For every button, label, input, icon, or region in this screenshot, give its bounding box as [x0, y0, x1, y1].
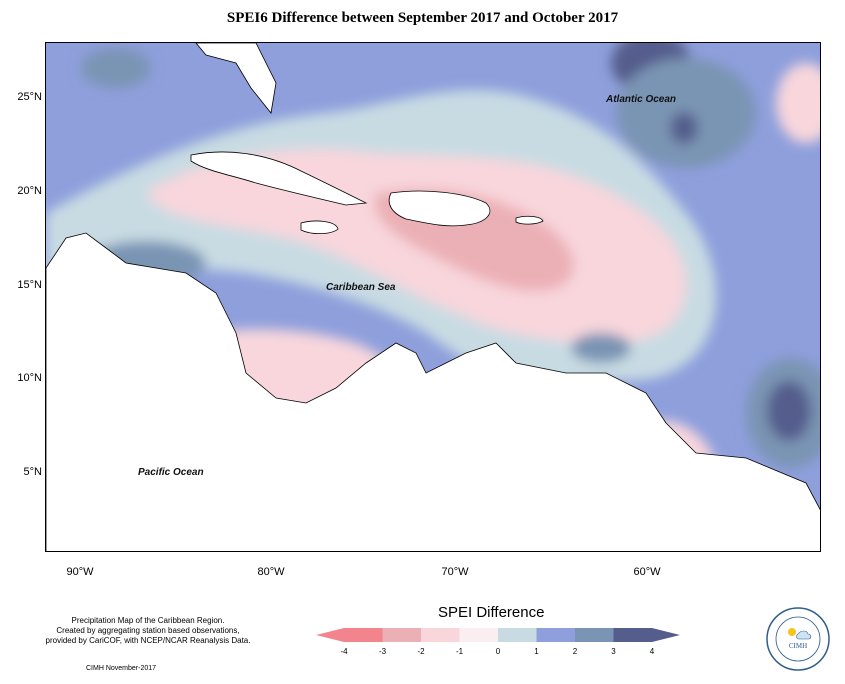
lat-tick-5n: 5°N — [23, 466, 42, 478]
sun-icon — [788, 628, 796, 636]
legend-swatch — [459, 628, 498, 642]
lon-tick-70w: 70°W — [441, 566, 469, 578]
legend-tick-label: -3 — [379, 647, 387, 656]
land-central-america — [46, 232, 820, 551]
credit: CIMH November-2017 — [86, 665, 157, 672]
cimh-logo: CIMH — [766, 607, 830, 671]
map-title: SPEI6 Difference between September 2017 … — [226, 10, 619, 26]
logo-text: CIMH — [789, 642, 807, 650]
legend-tick-label: 2 — [573, 647, 578, 656]
map-frame — [45, 42, 821, 552]
land-hispaniola — [388, 190, 491, 227]
caribbean-sea-label: Caribbean Sea — [326, 282, 396, 293]
atlantic-ocean-label: Atlantic Ocean — [606, 94, 677, 105]
land-jamaica — [300, 220, 339, 235]
pacific-ocean-label: Pacific Ocean — [138, 467, 204, 478]
legend-swatch — [536, 628, 575, 642]
legend-title: SPEI Difference — [438, 604, 545, 621]
legend-swatch — [344, 628, 383, 642]
lat-tick-10n: 10°N — [17, 372, 42, 384]
legend-swatch — [613, 628, 652, 642]
lat-tick-20n: 20°N — [17, 185, 42, 197]
cloud-icon — [796, 630, 812, 640]
legend-tick-label: -4 — [340, 647, 348, 656]
contour-mid-gulf — [81, 48, 151, 88]
legend-arrow-right — [652, 628, 680, 642]
footnote: Precipitation Map of the Caribbean Regio… — [28, 616, 268, 646]
legend-arrow-left — [316, 628, 344, 642]
legend-tick-label: 4 — [650, 647, 655, 656]
contour-pink-ne — [776, 63, 820, 143]
footnote-line-3: provided by CariCOF, with NCEP/NCAR Rean… — [45, 636, 251, 645]
legend-tick-label: 1 — [534, 647, 539, 656]
legend-tick-label: -2 — [417, 647, 425, 656]
legend-colorbar: -4 -3 -2 -1 0 1 2 3 4 — [316, 628, 680, 656]
legend-swatch — [421, 628, 460, 642]
contour-mid-windward — [571, 333, 631, 363]
legend-tick-label: -1 — [456, 647, 464, 656]
land — [46, 43, 820, 551]
land-florida — [195, 43, 277, 114]
legend-swatch — [382, 628, 421, 642]
legend-swatch — [575, 628, 614, 642]
land-cuba — [190, 151, 368, 206]
lat-tick-25n: 25°N — [17, 91, 42, 103]
contour-dark-south — [767, 381, 811, 441]
legend-tick-label: 3 — [611, 647, 616, 656]
lon-tick-80w: 80°W — [257, 566, 285, 578]
lon-tick-60w: 60°W — [633, 566, 661, 578]
legend-tick-label: 0 — [496, 647, 501, 656]
lon-tick-90w: 90°W — [66, 566, 94, 578]
footnote-line-1: Precipitation Map of the Caribbean Regio… — [71, 616, 225, 625]
legend-swatch — [498, 628, 537, 642]
lat-tick-15n: 15°N — [17, 279, 42, 291]
contour-dark-atlantic — [670, 112, 698, 144]
spei-map — [46, 43, 820, 551]
land-puerto-rico — [515, 215, 544, 225]
footnote-line-2: Created by aggregating station based obs… — [56, 626, 240, 635]
